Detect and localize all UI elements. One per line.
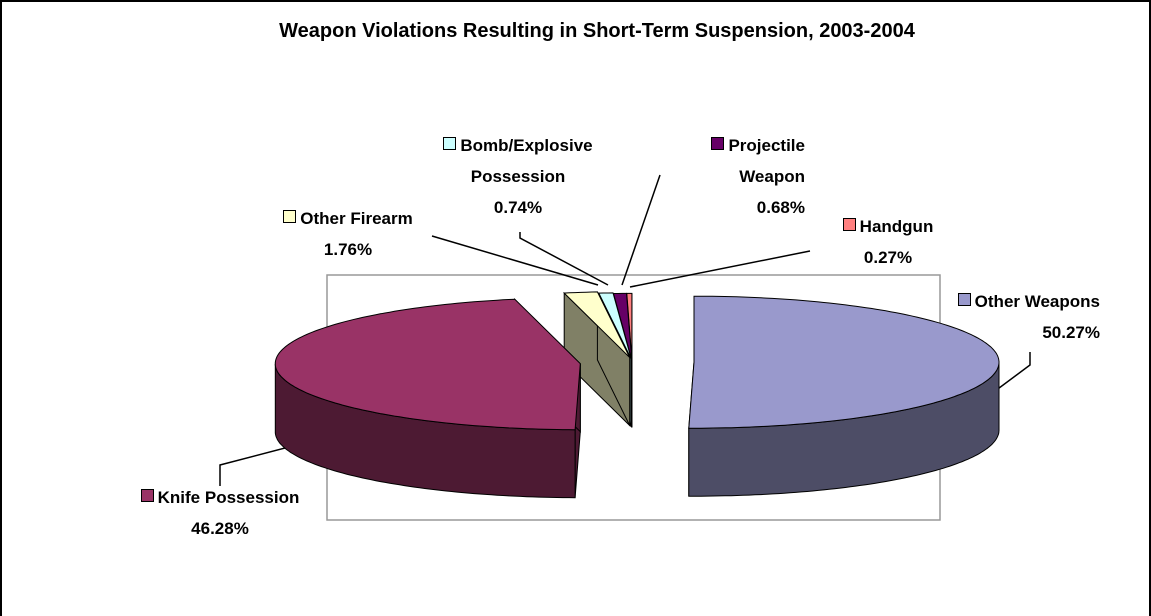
value-label: 1.76% — [323, 240, 373, 259]
label-name: Handgun — [828, 211, 948, 242]
label-name: Knife Possession — [110, 482, 330, 513]
legend-swatch — [842, 218, 856, 231]
value-label: 50.27% — [1042, 323, 1100, 342]
data-label: Other Weapons 50.27% — [740, 286, 1100, 348]
slice — [688, 295, 1000, 429]
legend-swatch — [140, 489, 154, 502]
category-label: Handgun — [859, 217, 934, 236]
value-label: 0.74% — [493, 198, 543, 217]
chart-title: Weapon Violations Resulting in Short-Ter… — [279, 20, 915, 42]
value-label: 46.28% — [191, 519, 249, 538]
category-label: Other Firearm — [300, 209, 413, 228]
legend-swatch — [283, 210, 297, 223]
data-label: Bomb/Explosive Possession 0.74% — [418, 130, 618, 223]
leader-line — [519, 232, 609, 286]
slice — [563, 291, 631, 358]
label-name: Other Firearm — [258, 203, 438, 234]
data-label: Other Firearm 1.76% — [258, 203, 438, 265]
label-name: Projectile Weapon — [680, 130, 805, 192]
category-label: Projectile Weapon — [728, 136, 805, 186]
legend-swatch — [711, 137, 725, 150]
leader-line — [431, 235, 599, 286]
leader-line — [629, 250, 811, 288]
slice — [274, 298, 581, 431]
category-label: Knife Possession — [157, 488, 300, 507]
legend-swatch — [443, 137, 457, 150]
category-label: Bomb/Explosive Possession — [460, 136, 593, 186]
pie — [274, 291, 1000, 499]
data-label: Knife Possession 46.28% — [110, 482, 330, 544]
label-name: Other Weapons — [740, 286, 1100, 317]
data-label: Projectile Weapon 0.68% — [680, 130, 805, 223]
value-label: 0.27% — [863, 248, 913, 267]
category-label: Other Weapons — [974, 292, 1100, 311]
data-label: Handgun 0.27% — [828, 211, 948, 273]
leader-line — [621, 174, 661, 286]
slice — [598, 292, 632, 360]
label-name: Bomb/Explosive Possession — [418, 130, 618, 192]
legend-swatch — [957, 293, 971, 306]
value-label: 0.68% — [756, 198, 805, 217]
